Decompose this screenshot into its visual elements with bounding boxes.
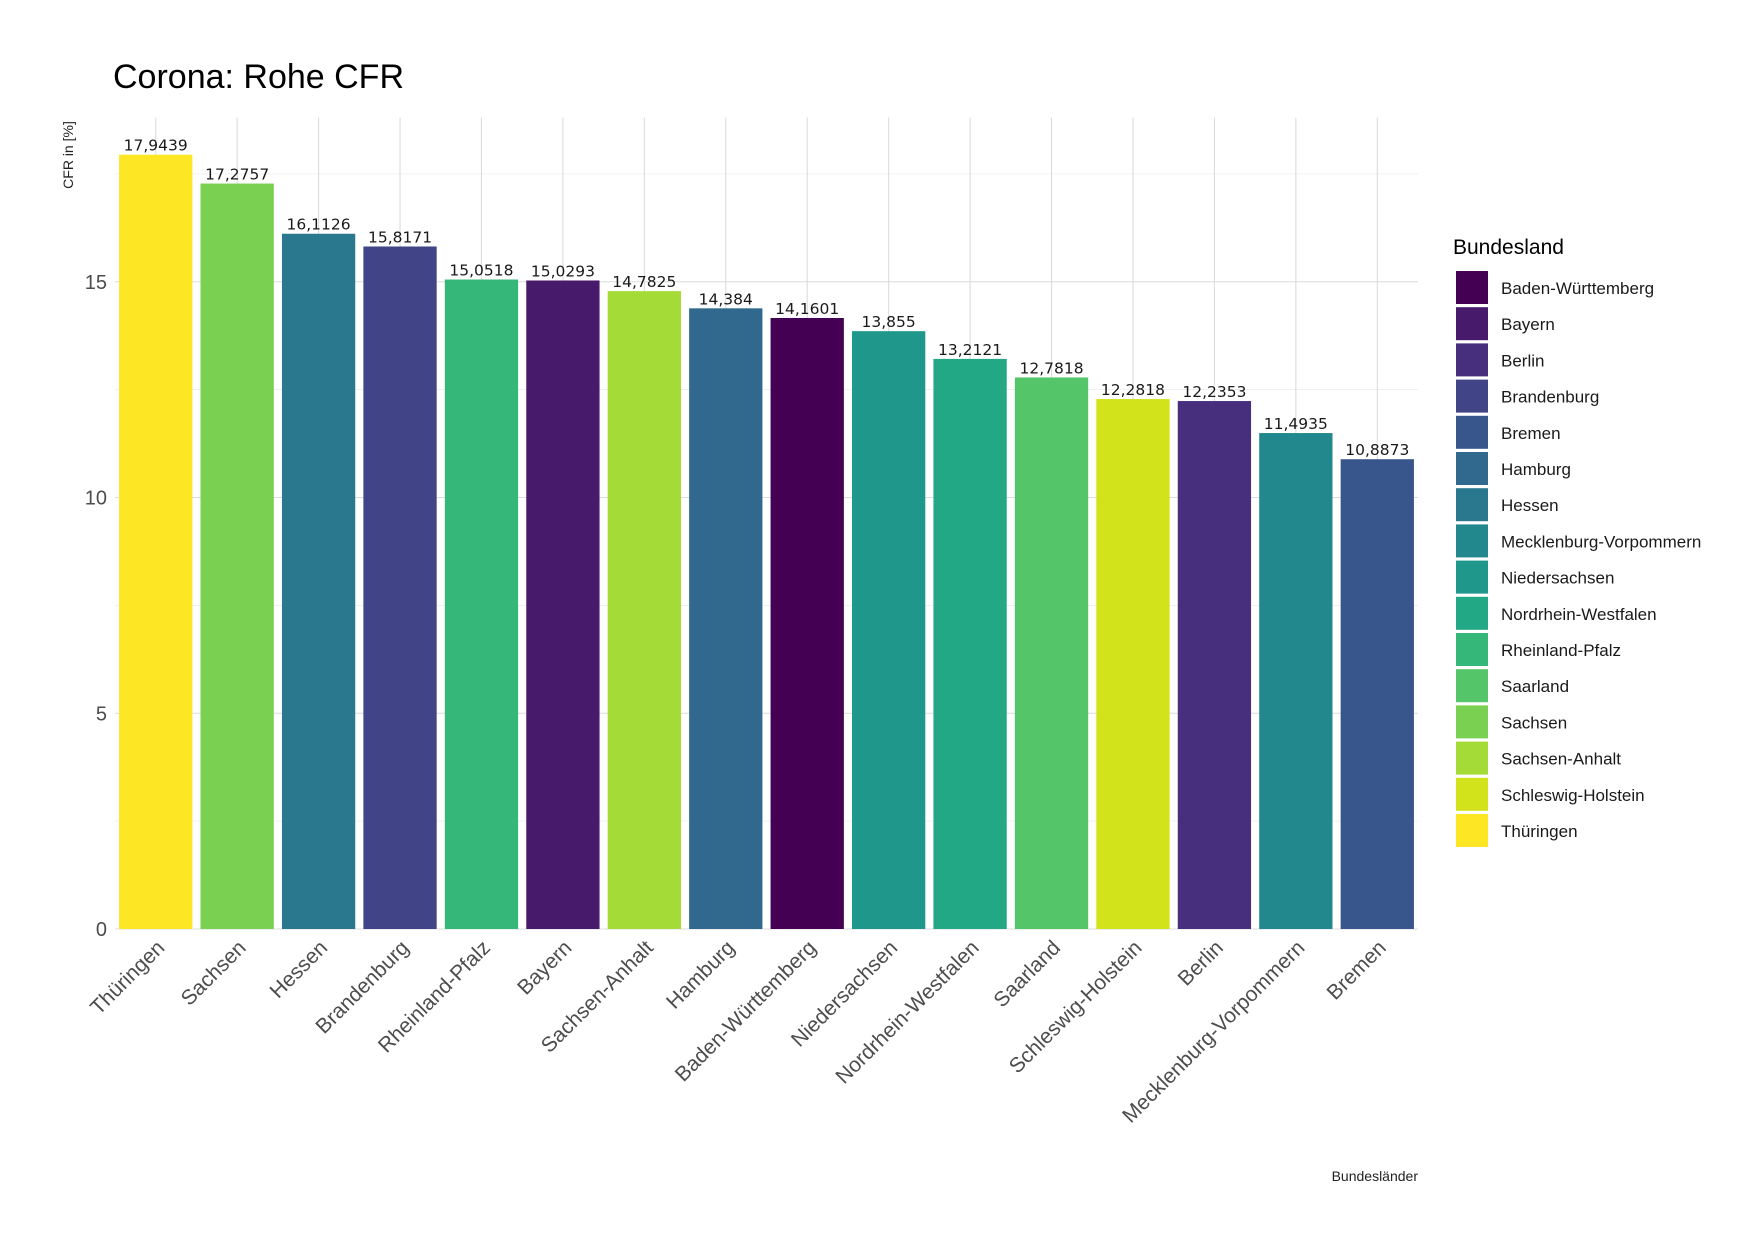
y-tick-label: 5 [96,703,107,725]
data-label: 16,1126 [287,216,351,234]
data-label: 15,0518 [449,262,513,280]
legend-label: Thüringen [1501,822,1578,841]
bar [526,280,600,929]
data-label: 14,384 [699,290,753,308]
legend-swatch [1456,741,1488,775]
data-label: 15,8171 [368,228,432,246]
x-tick-label: Saarland [989,936,1065,1012]
bars [119,154,1414,930]
x-axis-ticks: Thüringen Sachsen HessenBrandenburgRheinla… [86,936,1391,1127]
legend-swatch [1456,524,1488,558]
legend-swatch [1456,343,1488,377]
legend-label: Hessen [1501,496,1559,515]
bar [770,317,844,929]
legend-title: Bundesland [1453,236,1564,259]
legend-label: Hamburg [1501,460,1571,479]
bar [1340,459,1414,929]
x-tick-label: Nordrhein-Westfalen [831,936,983,1088]
x-tick-label: Schleswig-Holstein [1005,936,1147,1078]
legend-label: Sachsen-Anhalt [1501,750,1621,769]
bar [852,331,926,929]
legend-label: Schleswig-Holstein [1501,786,1645,805]
x-tick-label: Bremen [1323,936,1391,1004]
legend-swatch [1456,669,1488,703]
x-tick-label: Berlin [1174,936,1228,990]
x-axis-label: Bundesländer [1332,1168,1419,1184]
data-label: 14,7825 [612,273,676,291]
legend-label: Brandenburg [1501,388,1599,407]
data-label: 17,9439 [124,137,188,155]
y-axis-label: CFR in [%] [60,121,76,189]
y-tick-label: 15 [85,272,107,294]
legend-swatch [1456,705,1488,739]
y-axis-ticks: 0 5 10 15 [85,272,107,941]
data-label: 12,2818 [1101,381,1165,399]
bar [119,154,193,930]
legend-label: Bayern [1501,315,1555,334]
legend-swatch [1456,452,1488,485]
legend-label: Baden-Württemberg [1501,279,1654,298]
x-tick-label: Hessen [266,936,333,1003]
data-label: 13,855 [862,313,916,331]
bar [1096,399,1170,929]
x-tick-label: Baden-Württemberg [671,936,821,1086]
legend-swatch [1456,560,1488,594]
x-tick-label: Bayern [513,936,576,999]
legend-swatch [1456,271,1488,304]
data-label: 15,0293 [531,262,595,280]
legend-swatch [1456,379,1488,413]
bar [281,233,356,929]
x-tick-label: Sachsen [177,936,251,1010]
legend-swatch [1456,814,1488,847]
data-label: 12,2353 [1182,383,1246,401]
legend-label: Niedersachsen [1501,569,1614,588]
legend-swatch [1456,633,1488,666]
bar [689,308,763,929]
y-tick-label: 0 [96,919,107,941]
x-tick-label: Hamburg [662,936,739,1013]
bar [1259,433,1333,929]
legend-label: Saarland [1501,677,1569,696]
chart-title: Corona: Rohe CFR [113,58,404,96]
x-tick-label: Thüringen [86,936,169,1019]
bar [200,183,274,930]
legend-swatch [1456,777,1488,811]
legend-label: Rheinland-Pfalz [1501,641,1621,660]
legend-swatch [1456,307,1488,341]
bar [607,291,681,929]
data-label: 12,7818 [1019,359,1083,377]
legend-label: Bremen [1501,424,1561,443]
bar [933,358,1007,929]
legend-label: Nordrhein-Westfalen [1501,605,1657,624]
y-tick-label: 10 [85,488,107,510]
legend-label: Sachsen [1501,713,1567,732]
data-label: 11,4935 [1264,415,1328,433]
data-label: 10,8873 [1345,441,1409,459]
data-label: 14,1601 [775,300,839,318]
bar [363,246,437,930]
data-label: 17,2757 [205,166,269,184]
bar [1014,377,1089,929]
bar [444,279,519,929]
legend: Bundesland Baden-Württemberg Bayern Berlin… [1453,236,1701,847]
legend-swatch [1456,596,1488,630]
legend-label: Berlin [1501,351,1544,370]
data-label: 13,2121 [938,341,1002,359]
legend-label: Mecklenburg-Vorpommern [1501,532,1701,551]
data-labels: 17,9439 17,2757 16,1126 15,8171 15,0518 15,02… [124,137,1410,459]
legend-swatch [1456,415,1488,449]
legend-swatch [1456,488,1488,522]
bar [1177,401,1252,929]
